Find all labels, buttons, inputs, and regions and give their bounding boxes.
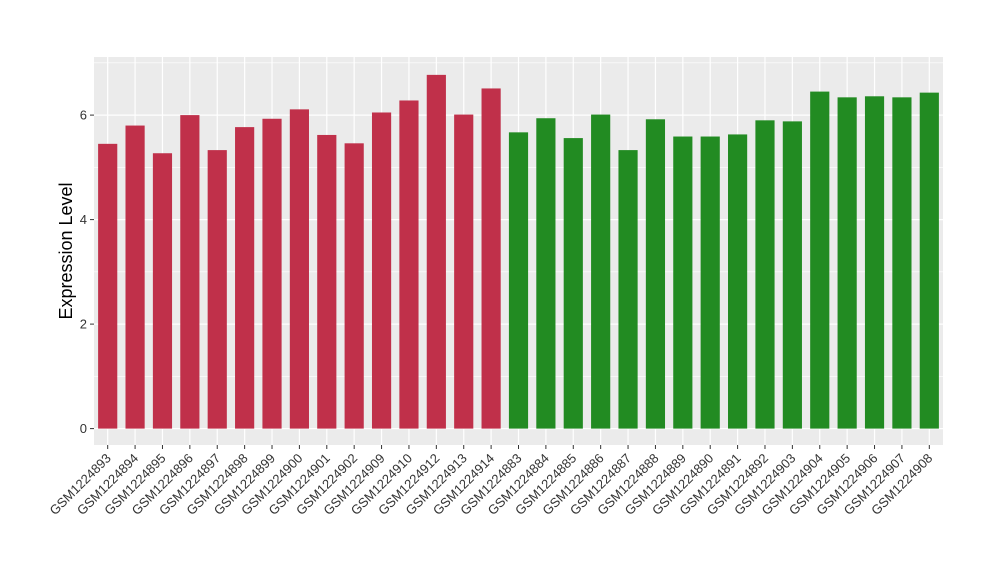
- bar: [782, 121, 802, 429]
- bar: [563, 138, 583, 429]
- bar: [645, 119, 666, 429]
- y-tick-label: 4: [80, 212, 87, 227]
- bar: [235, 127, 255, 429]
- bar: [180, 115, 200, 429]
- bar: [618, 150, 638, 429]
- bar: [426, 74, 446, 429]
- y-tick-label: 6: [80, 108, 87, 123]
- bar: [317, 134, 337, 429]
- bar: [810, 91, 830, 429]
- bar: [152, 153, 173, 429]
- bar: [262, 118, 282, 429]
- bar: [728, 134, 748, 429]
- bar: [399, 100, 419, 429]
- bar: [371, 112, 392, 429]
- bar: [837, 97, 857, 429]
- bar: [98, 143, 118, 429]
- bar: [673, 136, 693, 429]
- bar: [700, 136, 720, 429]
- bar: [536, 118, 556, 429]
- y-tick-label: 2: [80, 317, 87, 332]
- bar: [508, 132, 529, 429]
- bar: [207, 150, 227, 429]
- bar: [289, 109, 309, 429]
- bar: [125, 125, 145, 429]
- bar: [344, 143, 364, 429]
- bar: [591, 114, 611, 429]
- bar: [481, 88, 501, 429]
- y-axis-title: Expression Level: [56, 182, 76, 319]
- bar: [892, 97, 912, 429]
- y-tick-label: 0: [80, 421, 87, 436]
- bar: [755, 120, 775, 429]
- bar: [864, 96, 885, 429]
- bar: [919, 92, 939, 429]
- bar: [454, 114, 474, 429]
